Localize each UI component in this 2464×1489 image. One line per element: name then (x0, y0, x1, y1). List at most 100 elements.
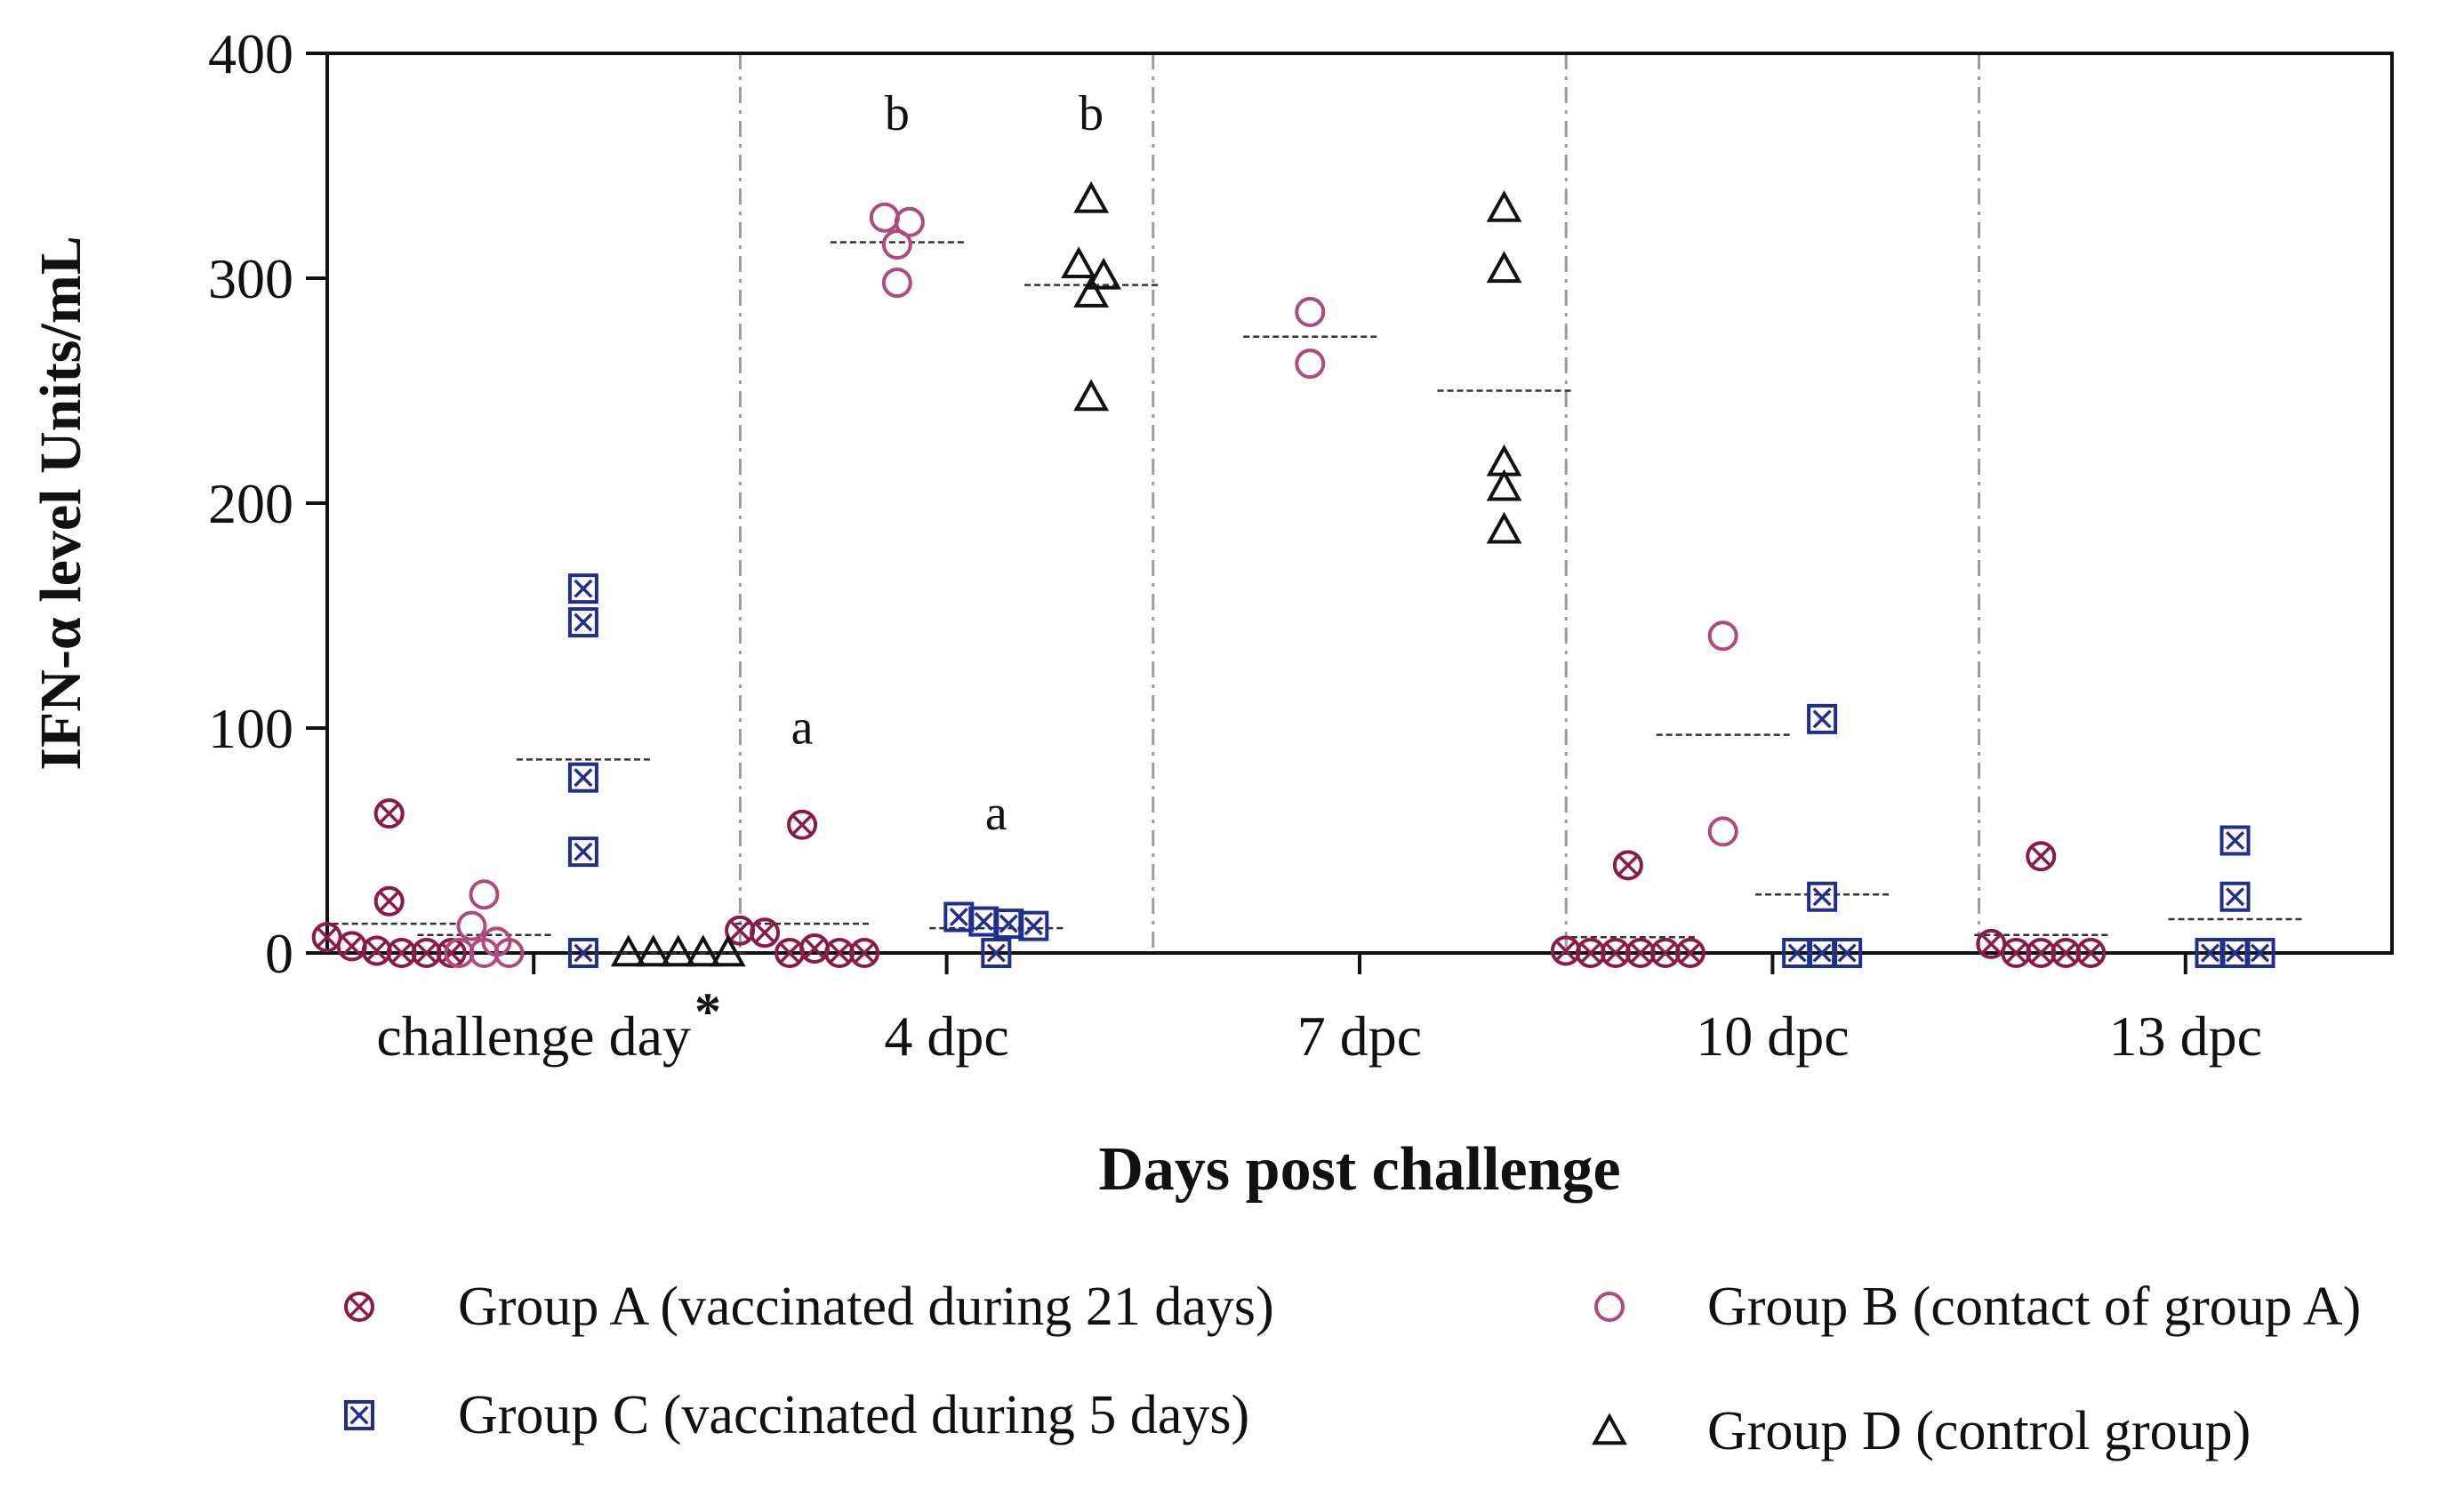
data-point-group-c (567, 607, 598, 638)
data-point-group-a (2026, 841, 2057, 872)
axes: 0 100 200 300 400 challenge day * 4 dpc 7 dpc 10 … (208, 22, 2394, 1068)
marker-cross (755, 923, 775, 942)
marker-cross (2225, 887, 2245, 907)
data-point-group-b (881, 229, 912, 260)
data-point-group-a (373, 885, 405, 917)
data-point-group-d (635, 934, 671, 967)
data-point-group-c (567, 837, 598, 868)
marker-shape (567, 837, 598, 868)
marker-cross (974, 912, 993, 932)
data-point-group-a (2026, 938, 2057, 968)
marker-cross (1556, 941, 1576, 961)
data-point-group-b (456, 910, 487, 941)
marker-shape (610, 934, 646, 967)
marker-shape (1295, 296, 1326, 327)
marker-shape (685, 934, 721, 967)
data-point-group-d (710, 934, 746, 967)
marker-cross (2056, 943, 2075, 963)
data-point-group-c (2219, 825, 2251, 856)
legend-marker (344, 1292, 374, 1322)
marker-cross (730, 921, 750, 941)
marker-shape (660, 934, 696, 967)
data-point-group-d (1486, 251, 1522, 284)
marker-shape (1086, 257, 1122, 290)
data-point-group-c (1782, 938, 1813, 968)
marker-shape (849, 938, 880, 968)
data-point-group-a (336, 931, 367, 962)
marker-shape (567, 938, 598, 968)
data-point-group-c (2244, 938, 2275, 968)
data-point-group-c (1018, 910, 1049, 941)
marker-shape (1592, 1413, 1627, 1445)
data-point-group-d (660, 934, 696, 967)
data-point-group-c (981, 938, 1012, 968)
marker-shape (894, 206, 925, 237)
marker-cross (574, 842, 593, 861)
legend-label: Group A (vaccinated during 21 days) (458, 1277, 1274, 1337)
marker-cross (2200, 943, 2220, 963)
y-tick-label: 300 (208, 247, 293, 310)
category-dividers (738, 53, 1981, 953)
x-tick-label: challenge day (376, 1005, 691, 1068)
data-point-group-d (1086, 257, 1122, 290)
marker-shape (1073, 276, 1110, 308)
marker-cross (2006, 943, 2026, 963)
y-tick-label: 200 (208, 472, 293, 535)
marker-cross (2225, 830, 2245, 851)
data-point-group-b (1295, 296, 1326, 327)
legend-item-group-b: Group B (contact of group A) (1594, 1277, 2361, 1337)
marker-cross (1606, 943, 1625, 963)
legend-marker (1592, 1413, 1627, 1445)
legend-marker (1594, 1292, 1625, 1322)
marker-shape (881, 268, 912, 299)
data-point-group-d (1073, 276, 1110, 308)
marker-cross (792, 815, 812, 835)
data-point-group-a (373, 798, 405, 829)
marker-cross (574, 768, 593, 788)
legend-item-group-c: Group C (vaccinated during 5 days) (344, 1385, 1249, 1445)
data-point-group-a (1612, 850, 1643, 881)
data-point-group-d (1073, 379, 1110, 412)
marker-cross (2081, 943, 2100, 963)
marker-cross (780, 943, 799, 963)
x-tick-label: 13 dpc (2109, 1005, 2262, 1068)
x-tick-label: 10 dpc (1696, 1005, 1849, 1068)
marker-cross (1787, 943, 1807, 963)
marker-cross (317, 927, 337, 947)
legend-marker (344, 1400, 374, 1430)
data-point-group-d (1073, 180, 1110, 213)
x-tick-label: 4 dpc (884, 1005, 1008, 1068)
marker-shape (1061, 246, 1097, 279)
marker-shape (1486, 468, 1522, 501)
data-point-group-b (494, 938, 525, 968)
marker-shape (981, 938, 1012, 968)
data-point-group-d (610, 934, 646, 967)
data-point-group-b (1707, 816, 1738, 847)
marker-shape (1073, 180, 1110, 213)
marker-shape (1295, 348, 1326, 380)
marker-shape (2075, 938, 2107, 968)
marker-shape (750, 917, 781, 949)
marker-shape (1594, 1292, 1625, 1322)
marker-shape (494, 938, 525, 968)
marker-cross (2225, 943, 2245, 963)
data-point-group-a (361, 935, 392, 966)
data-point-group-c (968, 906, 999, 937)
marker-shape (567, 573, 598, 604)
marker-shape (373, 798, 405, 829)
marker-shape (1707, 620, 1738, 652)
data-point-group-b (1707, 620, 1738, 652)
data-point-group-a (849, 938, 880, 968)
marker-cross (1618, 855, 1638, 875)
marker-cross (574, 579, 593, 598)
marker-cross (2031, 846, 2051, 866)
marker-shape (1018, 910, 1049, 941)
significance-letter: a (791, 700, 814, 756)
data-point-group-a (787, 809, 818, 840)
data-point-group-a (750, 917, 781, 949)
legend-item-group-a: Group A (vaccinated during 21 days) (344, 1277, 1274, 1337)
legend-label: Group C (vaccinated during 5 days) (458, 1385, 1249, 1445)
data-point-group-b (894, 206, 925, 237)
data-point-group-c (2219, 881, 2251, 912)
data-point-group-a (2075, 938, 2107, 968)
